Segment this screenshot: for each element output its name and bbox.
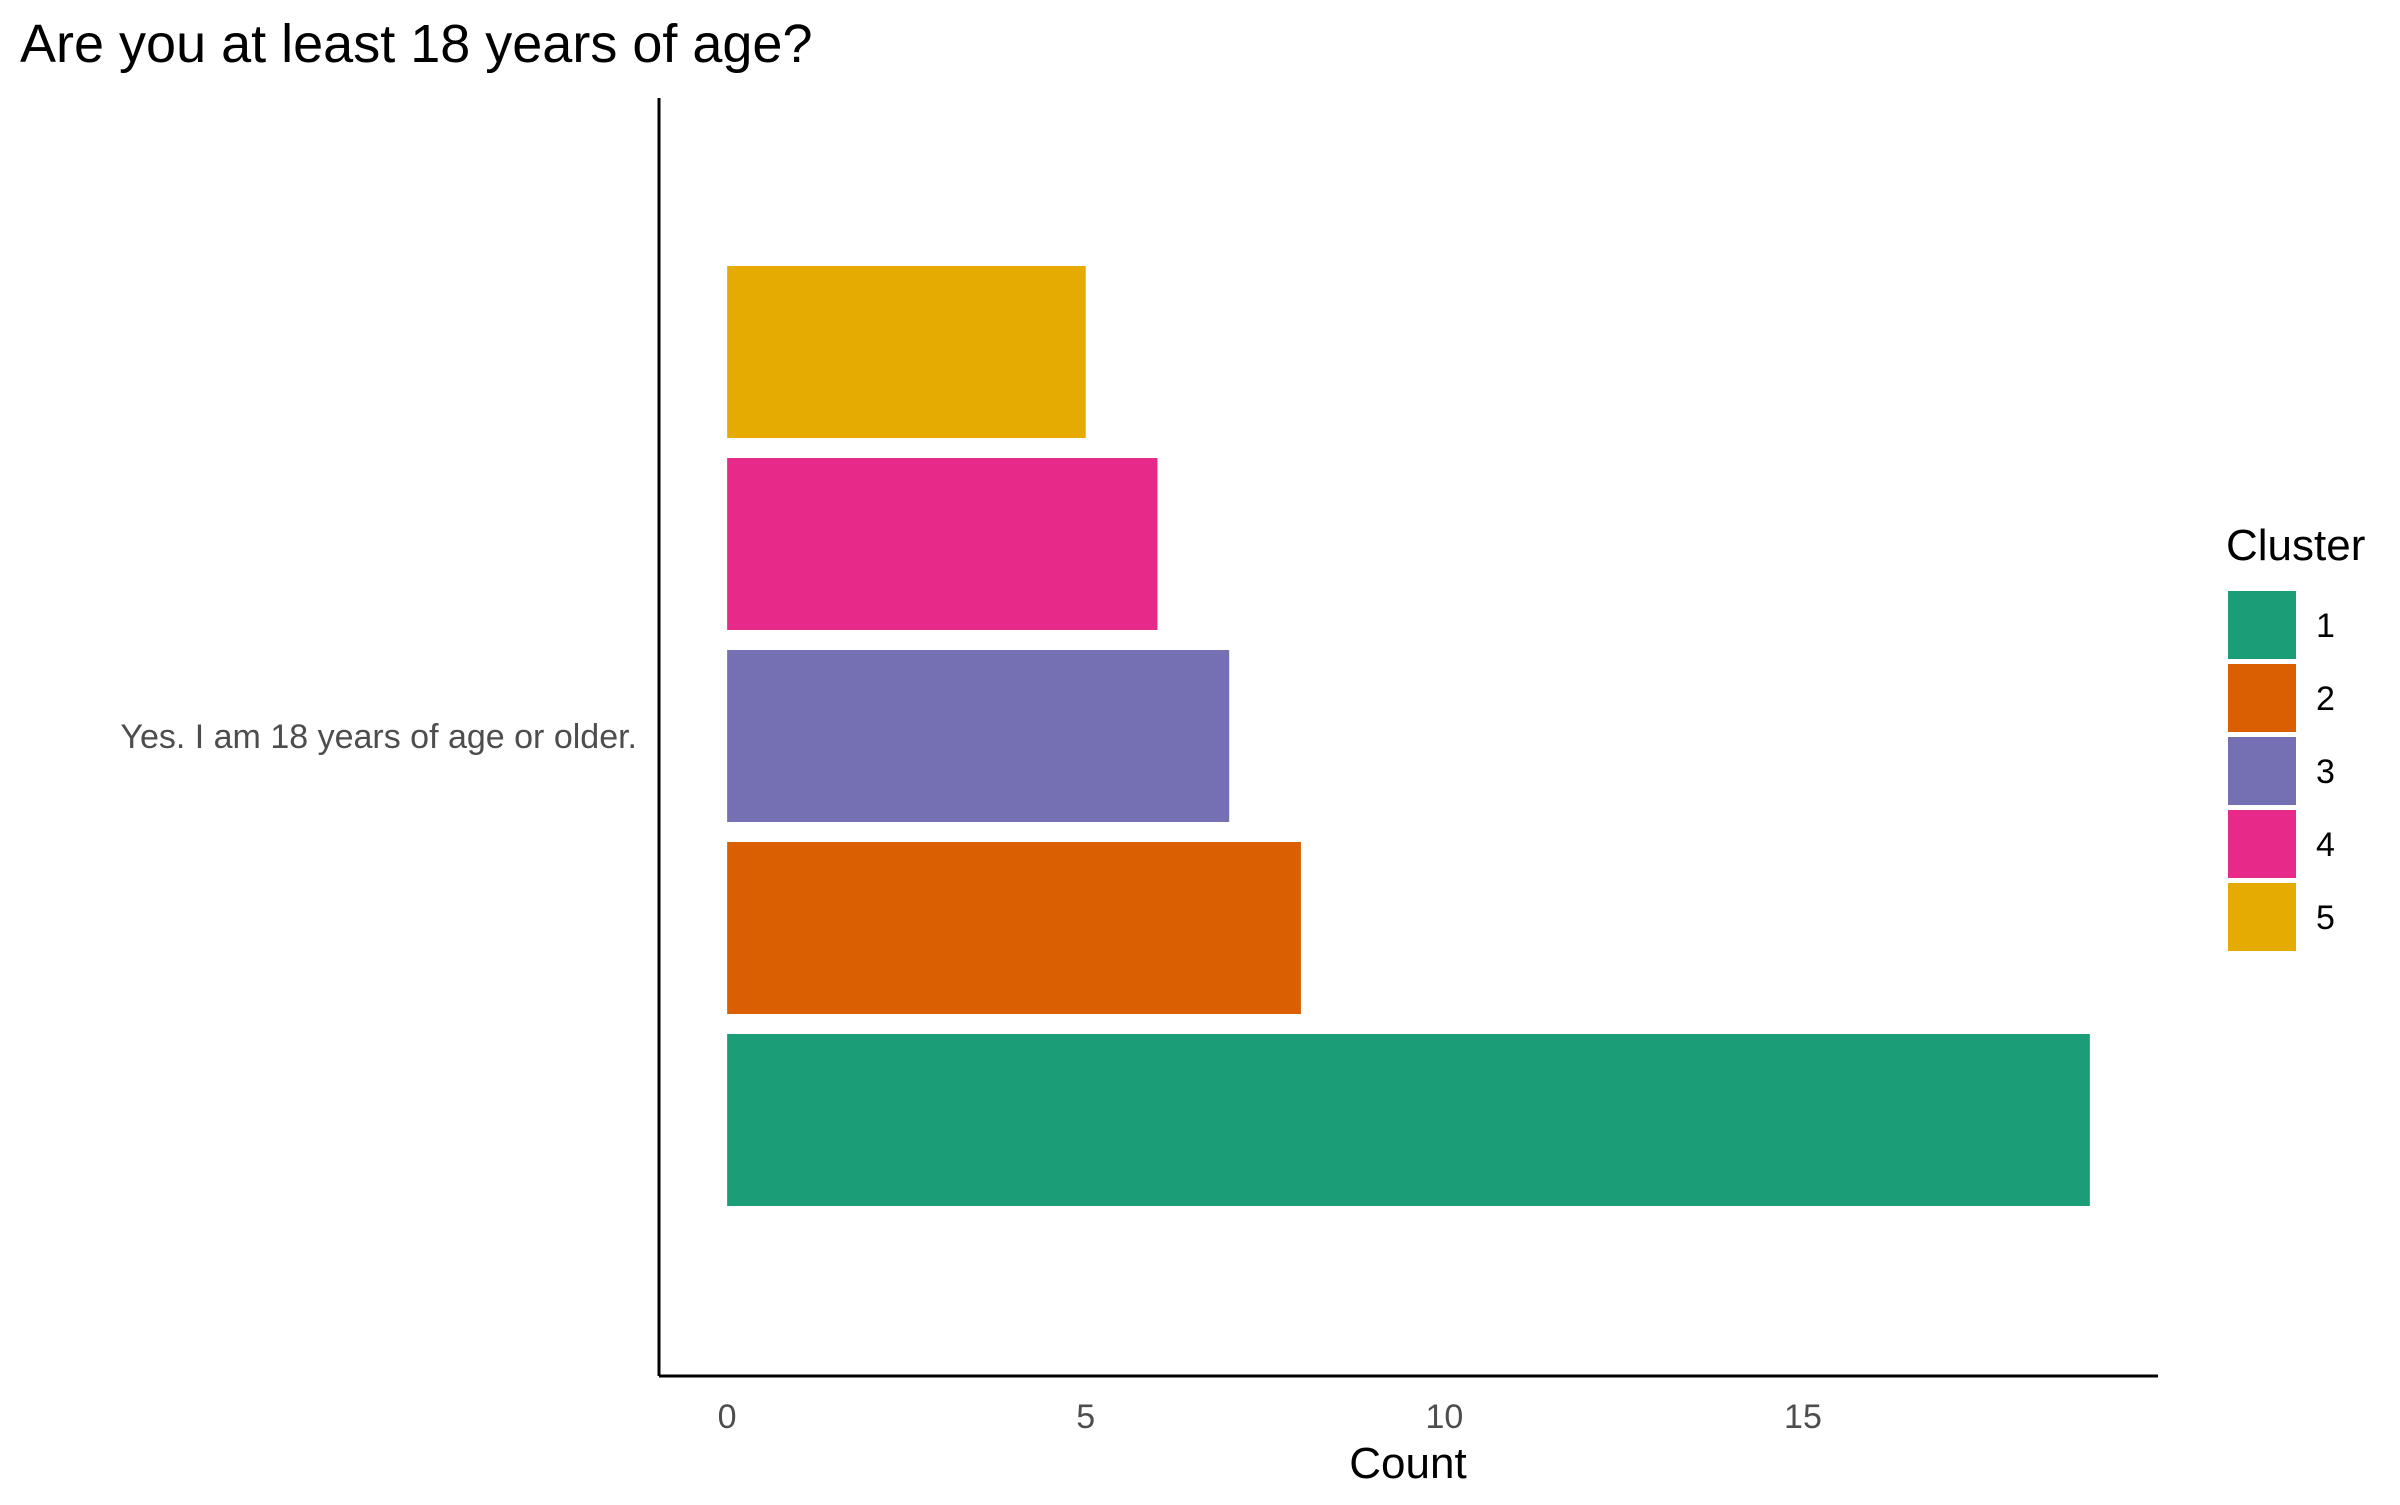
legend-title: Cluster <box>2226 521 2365 570</box>
bar-cluster-5 <box>727 266 1086 438</box>
bar-cluster-3 <box>727 650 1230 822</box>
legend-label: 4 <box>2316 826 2335 864</box>
chart-title: Are you at least 18 years of age? <box>20 14 813 74</box>
legend-items: 1 2 3 4 5 <box>2228 591 2335 951</box>
x-tick-label: 5 <box>1076 1398 1095 1436</box>
x-axis-title: Count <box>1349 1439 1466 1488</box>
legend-key-2 <box>2228 664 2296 732</box>
legend-key-3 <box>2228 737 2296 805</box>
legend-key-4 <box>2228 810 2296 878</box>
bar-cluster-2 <box>727 842 1301 1014</box>
y-axis-categories: Yes. I am 18 years of age or older. <box>120 718 637 756</box>
x-tick-label: 0 <box>718 1398 737 1436</box>
y-category-label: Yes. I am 18 years of age or older. <box>120 718 637 756</box>
x-tick-label: 10 <box>1425 1398 1463 1436</box>
x-tick-label: 15 <box>1784 1398 1822 1436</box>
plot-area <box>727 266 2090 1206</box>
bar-cluster-1 <box>727 1034 2090 1206</box>
x-axis-ticks: 0 5 10 15 <box>718 1398 1822 1436</box>
bar-cluster-4 <box>727 458 1158 630</box>
legend-key-1 <box>2228 591 2296 659</box>
legend: Cluster 1 2 3 4 5 <box>2226 521 2365 951</box>
legend-label: 1 <box>2316 607 2335 645</box>
legend-label: 3 <box>2316 753 2335 791</box>
legend-label: 5 <box>2316 899 2335 937</box>
legend-key-5 <box>2228 883 2296 951</box>
legend-label: 2 <box>2316 680 2335 718</box>
